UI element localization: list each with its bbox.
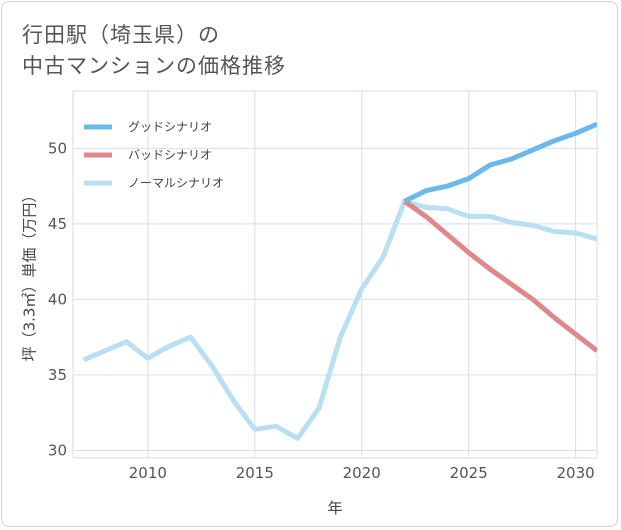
x-tick-label: 2015 [236, 464, 274, 482]
y-tick-label: 40 [48, 290, 67, 308]
chart-title: 行田駅（埼玉県）の 中古マンションの価格推移 [22, 20, 422, 82]
series-line-1 [403, 121, 597, 204]
legend-label: バッドシナリオ [128, 148, 212, 162]
chart-title-line-2: 中古マンションの価格推移 [22, 54, 286, 78]
x-tick-label: 2030 [557, 464, 595, 482]
x-tick-label: 2020 [343, 464, 381, 482]
tick-labels: 2010 2015 2020 2025 2030 30 35 40 45 50 [48, 139, 595, 482]
x-axis-title: 年 [327, 499, 342, 517]
x-tick-label: 2025 [450, 464, 488, 482]
chart-title-line-1: 行田駅（埼玉県）の [22, 23, 220, 47]
legend-label: ノーマルシナリオ [128, 176, 224, 190]
series-line-3 [82, 198, 597, 441]
series-lines [82, 121, 597, 441]
y-tick-label: 30 [48, 441, 67, 459]
y-tick-label: 50 [48, 139, 67, 157]
grid [72, 90, 598, 459]
y-tick-label: 45 [48, 215, 67, 233]
y-axis-title: 坪（3.3㎡）単価（万円） [21, 188, 39, 362]
y-tick-label: 35 [48, 366, 67, 384]
x-tick-label: 2010 [129, 464, 167, 482]
plot-frame [72, 90, 598, 459]
legend-label: グッドシナリオ [128, 120, 212, 134]
series-line-2 [403, 199, 597, 353]
